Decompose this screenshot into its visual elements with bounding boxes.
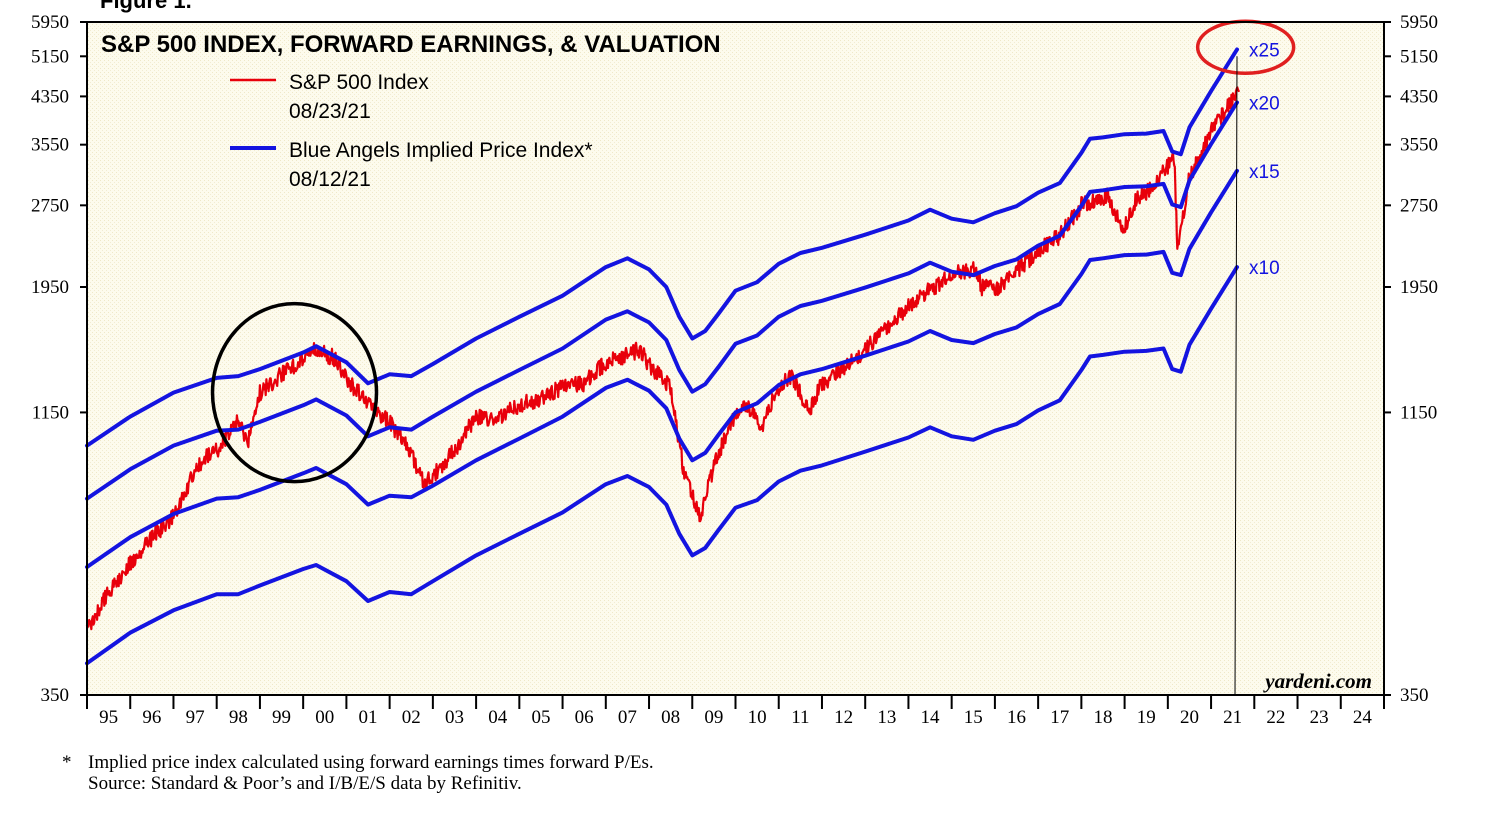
series-line-x20 [85,100,1239,501]
series-label-x10: x10 [1249,258,1280,279]
series-line-sp500 [85,86,1240,631]
x-tick-label: 96 [142,707,161,728]
x-tick-label: 95 [99,707,118,728]
x-tick-label: 22 [1266,707,1285,728]
x-tick-label: 20 [1180,707,1199,728]
x-tick-label: 05 [531,707,550,728]
y-tick-label-right: 4350 [1400,86,1438,107]
legend-date-blue-angels: 08/12/21 [289,168,371,191]
x-tick-label: 09 [704,707,723,728]
x-tick-label: 04 [488,707,508,728]
legend-date-sp500: 08/23/21 [289,100,371,123]
x-tick-label: 98 [229,707,248,728]
y-tick-label-right: 5150 [1400,46,1438,67]
x-tick-label: 10 [748,707,767,728]
x-tick-label: 19 [1137,707,1156,728]
series-label-x15: x15 [1249,162,1280,183]
watermark-yardeni: yardeni.com [1262,669,1372,693]
x-tick-label: 13 [877,707,896,728]
x-tick-label: 12 [834,707,853,728]
x-tick-label: 02 [402,707,421,728]
plot-background [87,22,1384,695]
y-tick-label-left: 350 [41,685,70,706]
y-tick-label-left: 1950 [31,277,69,298]
x-tick-label: 18 [1093,707,1112,728]
legend-label-blue-angels: Blue Angels Implied Price Index* [289,139,593,162]
current-date-marker [1234,56,1238,696]
footnote-text-1: Implied price index calculated using for… [88,752,654,773]
y-tick-label-left: 5150 [31,46,69,67]
series-line-x15 [85,168,1239,569]
x-tick-label: 24 [1353,707,1373,728]
x-tick-label: 97 [186,707,205,728]
series-label-x20: x20 [1249,93,1280,114]
footnote-line-2: Source: Standard & Poor’s and I/B/E/S da… [62,773,654,794]
x-tick-label: 14 [921,707,941,728]
y-tick-label-right: 5950 [1400,12,1438,33]
y-tick-label-right: 2750 [1400,195,1438,216]
series-layer: x25 x20 x15 x10 [85,40,1280,666]
x-tick-label: 99 [272,707,291,728]
axis-layer: 350 350 1150 1150 1950 1950 2750 2750 3550 3550 43… [31,12,1438,728]
y-tick-label-right: 350 [1400,685,1429,706]
series-label-x25: x25 [1249,40,1280,61]
y-tick-label-left: 4350 [31,86,69,107]
series-line-x25 [85,47,1239,448]
y-tick-label-left: 2750 [31,195,69,216]
legend-label-sp500: S&P 500 Index [289,71,429,94]
x-tick-label: 23 [1310,707,1329,728]
x-tick-label: 03 [445,707,464,728]
x-tick-label: 08 [661,707,680,728]
footnote-star: * [62,752,72,773]
footnote-text-2: Source: Standard & Poor’s and I/B/E/S da… [88,773,522,794]
footnote-line-1: * Implied price index calculated using fo… [62,752,654,773]
x-tick-label: 21 [1223,707,1242,728]
x-tick-label: 01 [359,707,378,728]
annotation-circle [210,301,379,484]
y-tick-label-left: 3550 [31,135,69,156]
x-tick-label: 07 [618,707,637,728]
x-tick-label: 17 [1050,707,1069,728]
figure-label: Figure 1. [100,0,192,13]
y-tick-label-left: 1150 [32,402,69,423]
x-tick-label: 11 [791,707,809,728]
y-tick-label-left: 5950 [31,12,69,33]
series-line-x10 [85,265,1239,666]
y-tick-label-right: 1950 [1400,277,1438,298]
y-tick-label-right: 3550 [1400,135,1438,156]
legend: S&P 500 Index 08/23/21 Blue Angels Impli… [230,71,593,191]
footnote: * Implied price index calculated using fo… [62,752,654,794]
x-tick-label: 16 [1007,707,1026,728]
x-tick-label: 15 [964,707,983,728]
x-tick-label: 06 [575,707,594,728]
y-tick-label-right: 1150 [1400,402,1437,423]
x-tick-label: 00 [315,707,334,728]
chart-title: S&P 500 INDEX, FORWARD EARNINGS, & VALUA… [101,31,721,58]
